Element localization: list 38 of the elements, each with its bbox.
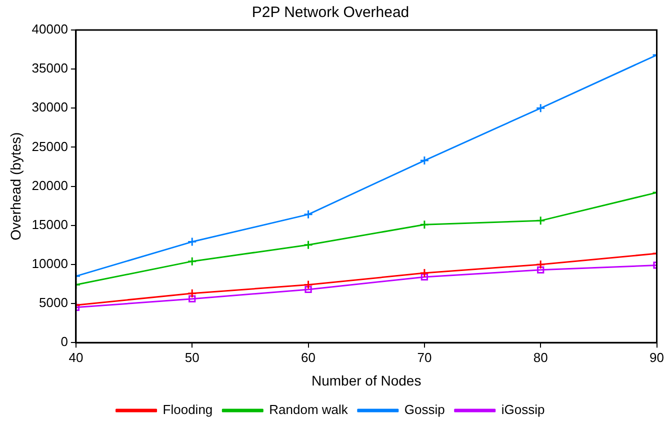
point — [187, 237, 197, 247]
legend-label: Random walk — [269, 402, 348, 418]
point — [420, 268, 430, 278]
point — [420, 220, 430, 230]
y-tick-label: 15000 — [32, 216, 68, 232]
point — [304, 240, 314, 250]
y-tick-label: 5000 — [39, 295, 68, 310]
y-tick-label: 30000 — [32, 100, 68, 115]
point — [187, 256, 197, 266]
point — [304, 210, 314, 220]
point — [304, 286, 312, 294]
point — [304, 280, 314, 290]
chart-title: P2P Network Overhead — [252, 4, 410, 22]
legend-label: Gossip — [404, 402, 445, 418]
x-tick-label: 40 — [68, 350, 84, 365]
x-tick-label: 70 — [417, 350, 432, 365]
x-tick-label: 80 — [533, 350, 548, 365]
point — [188, 295, 196, 302]
legend-label: iGossip — [501, 402, 545, 418]
y-tick-label: 20000 — [32, 178, 68, 193]
x-tick-label: 90 — [650, 350, 664, 365]
x-axis-title: Number of Nodes — [312, 372, 422, 388]
y-tick-label: 40000 — [32, 22, 68, 37]
y-tick-label: 10000 — [32, 256, 68, 272]
y-tick-label: 25000 — [32, 138, 68, 154]
legend-label: Flooding — [162, 402, 213, 418]
y-tick-label: 35000 — [32, 60, 68, 76]
point — [420, 273, 428, 281]
point — [420, 156, 430, 166]
point — [537, 266, 544, 274]
point — [536, 103, 546, 113]
x-tick-label: 50 — [184, 350, 200, 365]
y-axis-title: Overhead (bytes) — [7, 132, 24, 240]
point — [187, 288, 197, 298]
x-tick-label: 60 — [301, 350, 316, 365]
point — [536, 216, 546, 226]
y-tick-label: 0 — [60, 334, 68, 350]
point — [536, 260, 546, 270]
